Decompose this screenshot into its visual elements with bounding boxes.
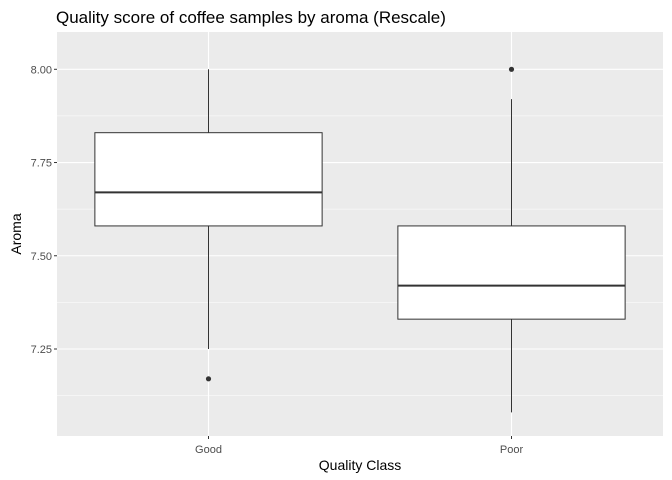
y-tick-label: 8.00 — [31, 64, 52, 76]
y-axis-ticks: 7.25 7.50 7.75 8.00 — [31, 64, 57, 356]
box-iqr — [94, 132, 323, 227]
x-tick-label: Poor — [500, 444, 524, 456]
y-tick-label: 7.75 — [31, 158, 52, 170]
outlier-point — [508, 66, 515, 72]
x-axis-ticks: Good Poor — [195, 436, 523, 456]
y-tick-label: 7.50 — [31, 251, 52, 263]
box-iqr — [397, 225, 626, 320]
outlier-point — [205, 376, 212, 382]
x-axis-title: Quality Class — [319, 457, 401, 473]
x-tick-label: Good — [195, 444, 222, 456]
chart-title: Quality score of coffee samples by aroma… — [56, 8, 446, 27]
box-poor — [397, 66, 626, 413]
y-axis-title: Aroma — [8, 213, 24, 254]
box-good — [94, 69, 323, 382]
boxes — [94, 66, 626, 413]
y-tick-label: 7.25 — [31, 344, 52, 356]
